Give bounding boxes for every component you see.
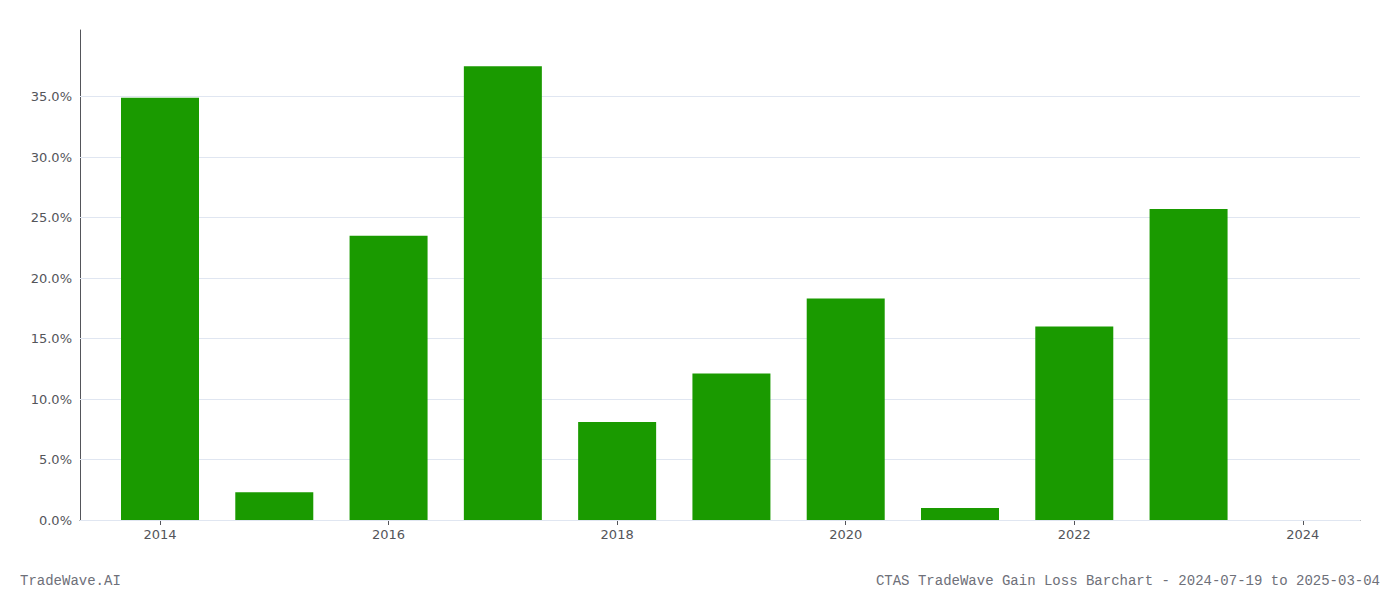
svg-text:35.0%: 35.0%: [31, 89, 72, 104]
svg-text:2022: 2022: [1058, 527, 1091, 542]
svg-text:10.0%: 10.0%: [31, 392, 72, 407]
svg-text:2020: 2020: [829, 527, 862, 542]
svg-text:5.0%: 5.0%: [39, 452, 72, 467]
svg-text:TradeWave.AI: TradeWave.AI: [20, 573, 121, 589]
svg-text:2024: 2024: [1286, 527, 1319, 542]
svg-text:2016: 2016: [372, 527, 405, 542]
svg-text:CTAS TradeWave Gain Loss Barch: CTAS TradeWave Gain Loss Barchart - 2024…: [876, 573, 1380, 589]
svg-text:2014: 2014: [143, 527, 176, 542]
svg-text:20.0%: 20.0%: [31, 271, 72, 286]
svg-text:0.0%: 0.0%: [39, 513, 72, 528]
svg-text:15.0%: 15.0%: [31, 331, 72, 346]
svg-text:25.0%: 25.0%: [31, 210, 72, 225]
svg-text:2018: 2018: [601, 527, 634, 542]
svg-text:30.0%: 30.0%: [31, 150, 72, 165]
